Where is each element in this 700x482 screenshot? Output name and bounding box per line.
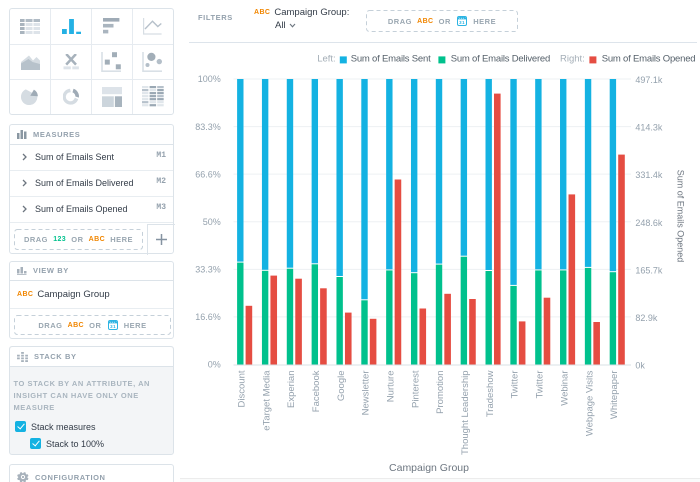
svg-text:82.9k: 82.9k (635, 313, 658, 323)
svg-text:Twitter: Twitter (510, 371, 521, 399)
svg-text:Twitter: Twitter (535, 371, 546, 399)
svg-text:eTarget Media: eTarget Media (261, 370, 272, 431)
svg-text:331.4k: 331.4k (635, 170, 663, 180)
svg-text:497.1k: 497.1k (635, 75, 663, 85)
svg-text:Pinterest: Pinterest (410, 370, 421, 408)
svg-text:Whitepaper: Whitepaper (609, 371, 620, 420)
svg-text:Right:: Right: (560, 53, 585, 64)
svg-text:16.6%: 16.6% (195, 312, 221, 322)
svg-text:33.3%: 33.3% (195, 265, 221, 275)
svg-text:Thought Leadership: Thought Leadership (460, 371, 471, 456)
svg-text:31: 31 (110, 324, 116, 329)
svg-text:165.7k: 165.7k (635, 265, 663, 275)
svg-text:Discount: Discount (237, 370, 248, 407)
svg-text:50%: 50% (203, 217, 221, 227)
svg-text:Newsletter: Newsletter (361, 371, 372, 416)
svg-text:0k: 0k (635, 361, 645, 371)
svg-text:Sum of Emails Sent: Sum of Emails Sent (351, 53, 431, 64)
svg-text:Sum of Emails Opened: Sum of Emails Opened (676, 170, 686, 263)
svg-text:Left:: Left: (317, 53, 336, 64)
svg-text:Facebook: Facebook (311, 370, 322, 412)
svg-text:0%: 0% (208, 360, 221, 370)
svg-text:83.3%: 83.3% (195, 122, 221, 132)
svg-text:248.6k: 248.6k (635, 218, 663, 228)
svg-text:Sum of Emails Opened: Sum of Emails Opened (602, 53, 696, 64)
svg-text:31: 31 (459, 20, 465, 25)
svg-text:66.6%: 66.6% (195, 169, 221, 179)
svg-text:Google: Google (336, 371, 347, 402)
svg-text:Webinar: Webinar (559, 371, 570, 406)
svg-text:100%: 100% (198, 74, 221, 84)
svg-text:414.3k: 414.3k (635, 123, 663, 133)
svg-text:Campaign Group: Campaign Group (389, 462, 469, 474)
svg-text:Promotion: Promotion (435, 371, 446, 414)
svg-text:Tradeshow: Tradeshow (485, 370, 496, 417)
svg-text:Sum of Emails Delivered: Sum of Emails Delivered (451, 53, 550, 64)
svg-text:Experian: Experian (286, 371, 297, 409)
svg-text:Webpage Visits: Webpage Visits (584, 370, 595, 436)
svg-text:Nurture: Nurture (386, 371, 397, 403)
